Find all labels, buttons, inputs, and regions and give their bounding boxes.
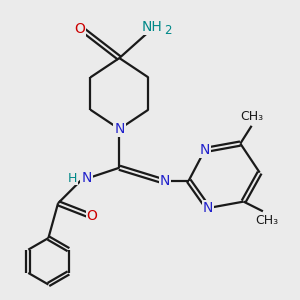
Text: CH₃: CH₃ bbox=[241, 110, 264, 123]
Text: N: N bbox=[81, 171, 92, 185]
Text: N: N bbox=[114, 122, 124, 136]
Text: H: H bbox=[68, 172, 77, 184]
Text: NH: NH bbox=[141, 20, 162, 34]
Text: O: O bbox=[86, 209, 98, 223]
Text: CH₃: CH₃ bbox=[255, 214, 278, 227]
Text: 2: 2 bbox=[164, 23, 172, 37]
Text: N: N bbox=[203, 201, 213, 215]
Text: O: O bbox=[75, 22, 86, 36]
Text: N: N bbox=[200, 143, 210, 157]
Text: N: N bbox=[160, 174, 170, 188]
